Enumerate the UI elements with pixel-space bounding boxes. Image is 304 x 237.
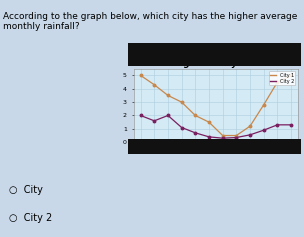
Text: ○  City 2: ○ City 2 <box>9 213 52 223</box>
Legend: City 1, City 2: City 1, City 2 <box>269 71 295 85</box>
Title: Average monthly rainfall: Average monthly rainfall <box>157 59 274 68</box>
Text: According to the graph below, which city has the higher average monthly rainfall: According to the graph below, which city… <box>3 12 297 31</box>
Text: ○  City: ○ City <box>9 185 43 195</box>
